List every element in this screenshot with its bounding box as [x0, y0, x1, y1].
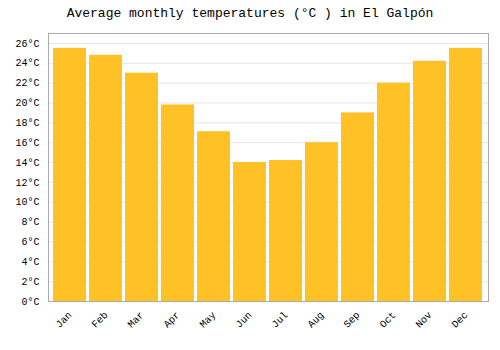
svg-text:Jan: Jan	[54, 310, 75, 331]
svg-text:Aug: Aug	[306, 310, 327, 331]
svg-text:8°C: 8°C	[21, 217, 39, 228]
svg-text:May: May	[198, 310, 219, 331]
svg-text:24°C: 24°C	[15, 58, 39, 69]
svg-text:Sep: Sep	[342, 310, 363, 331]
svg-text:Apr: Apr	[162, 310, 183, 331]
svg-text:Oct: Oct	[378, 310, 399, 331]
svg-text:14°C: 14°C	[15, 158, 39, 169]
svg-text:2°C: 2°C	[21, 277, 39, 288]
svg-text:6°C: 6°C	[21, 237, 39, 248]
svg-text:0°C: 0°C	[21, 297, 39, 308]
svg-text:18°C: 18°C	[15, 118, 39, 129]
svg-text:4°C: 4°C	[21, 257, 39, 268]
svg-text:Mar: Mar	[126, 310, 147, 331]
svg-text:Feb: Feb	[90, 310, 111, 331]
svg-text:16°C: 16°C	[15, 138, 39, 149]
svg-text:22°C: 22°C	[15, 78, 39, 89]
svg-text:26°C: 26°C	[15, 39, 39, 50]
svg-text:20°C: 20°C	[15, 98, 39, 109]
svg-text:Jun: Jun	[234, 310, 255, 331]
svg-text:Nov: Nov	[414, 310, 435, 331]
svg-text:12°C: 12°C	[15, 178, 39, 189]
svg-text:Jul: Jul	[270, 310, 291, 331]
svg-text:10°C: 10°C	[15, 197, 39, 208]
html-text:Average monthly temperatures (: Average monthly temperatures (°C ) in El…	[66, 6, 434, 21]
svg-text:Dec: Dec	[450, 310, 471, 331]
